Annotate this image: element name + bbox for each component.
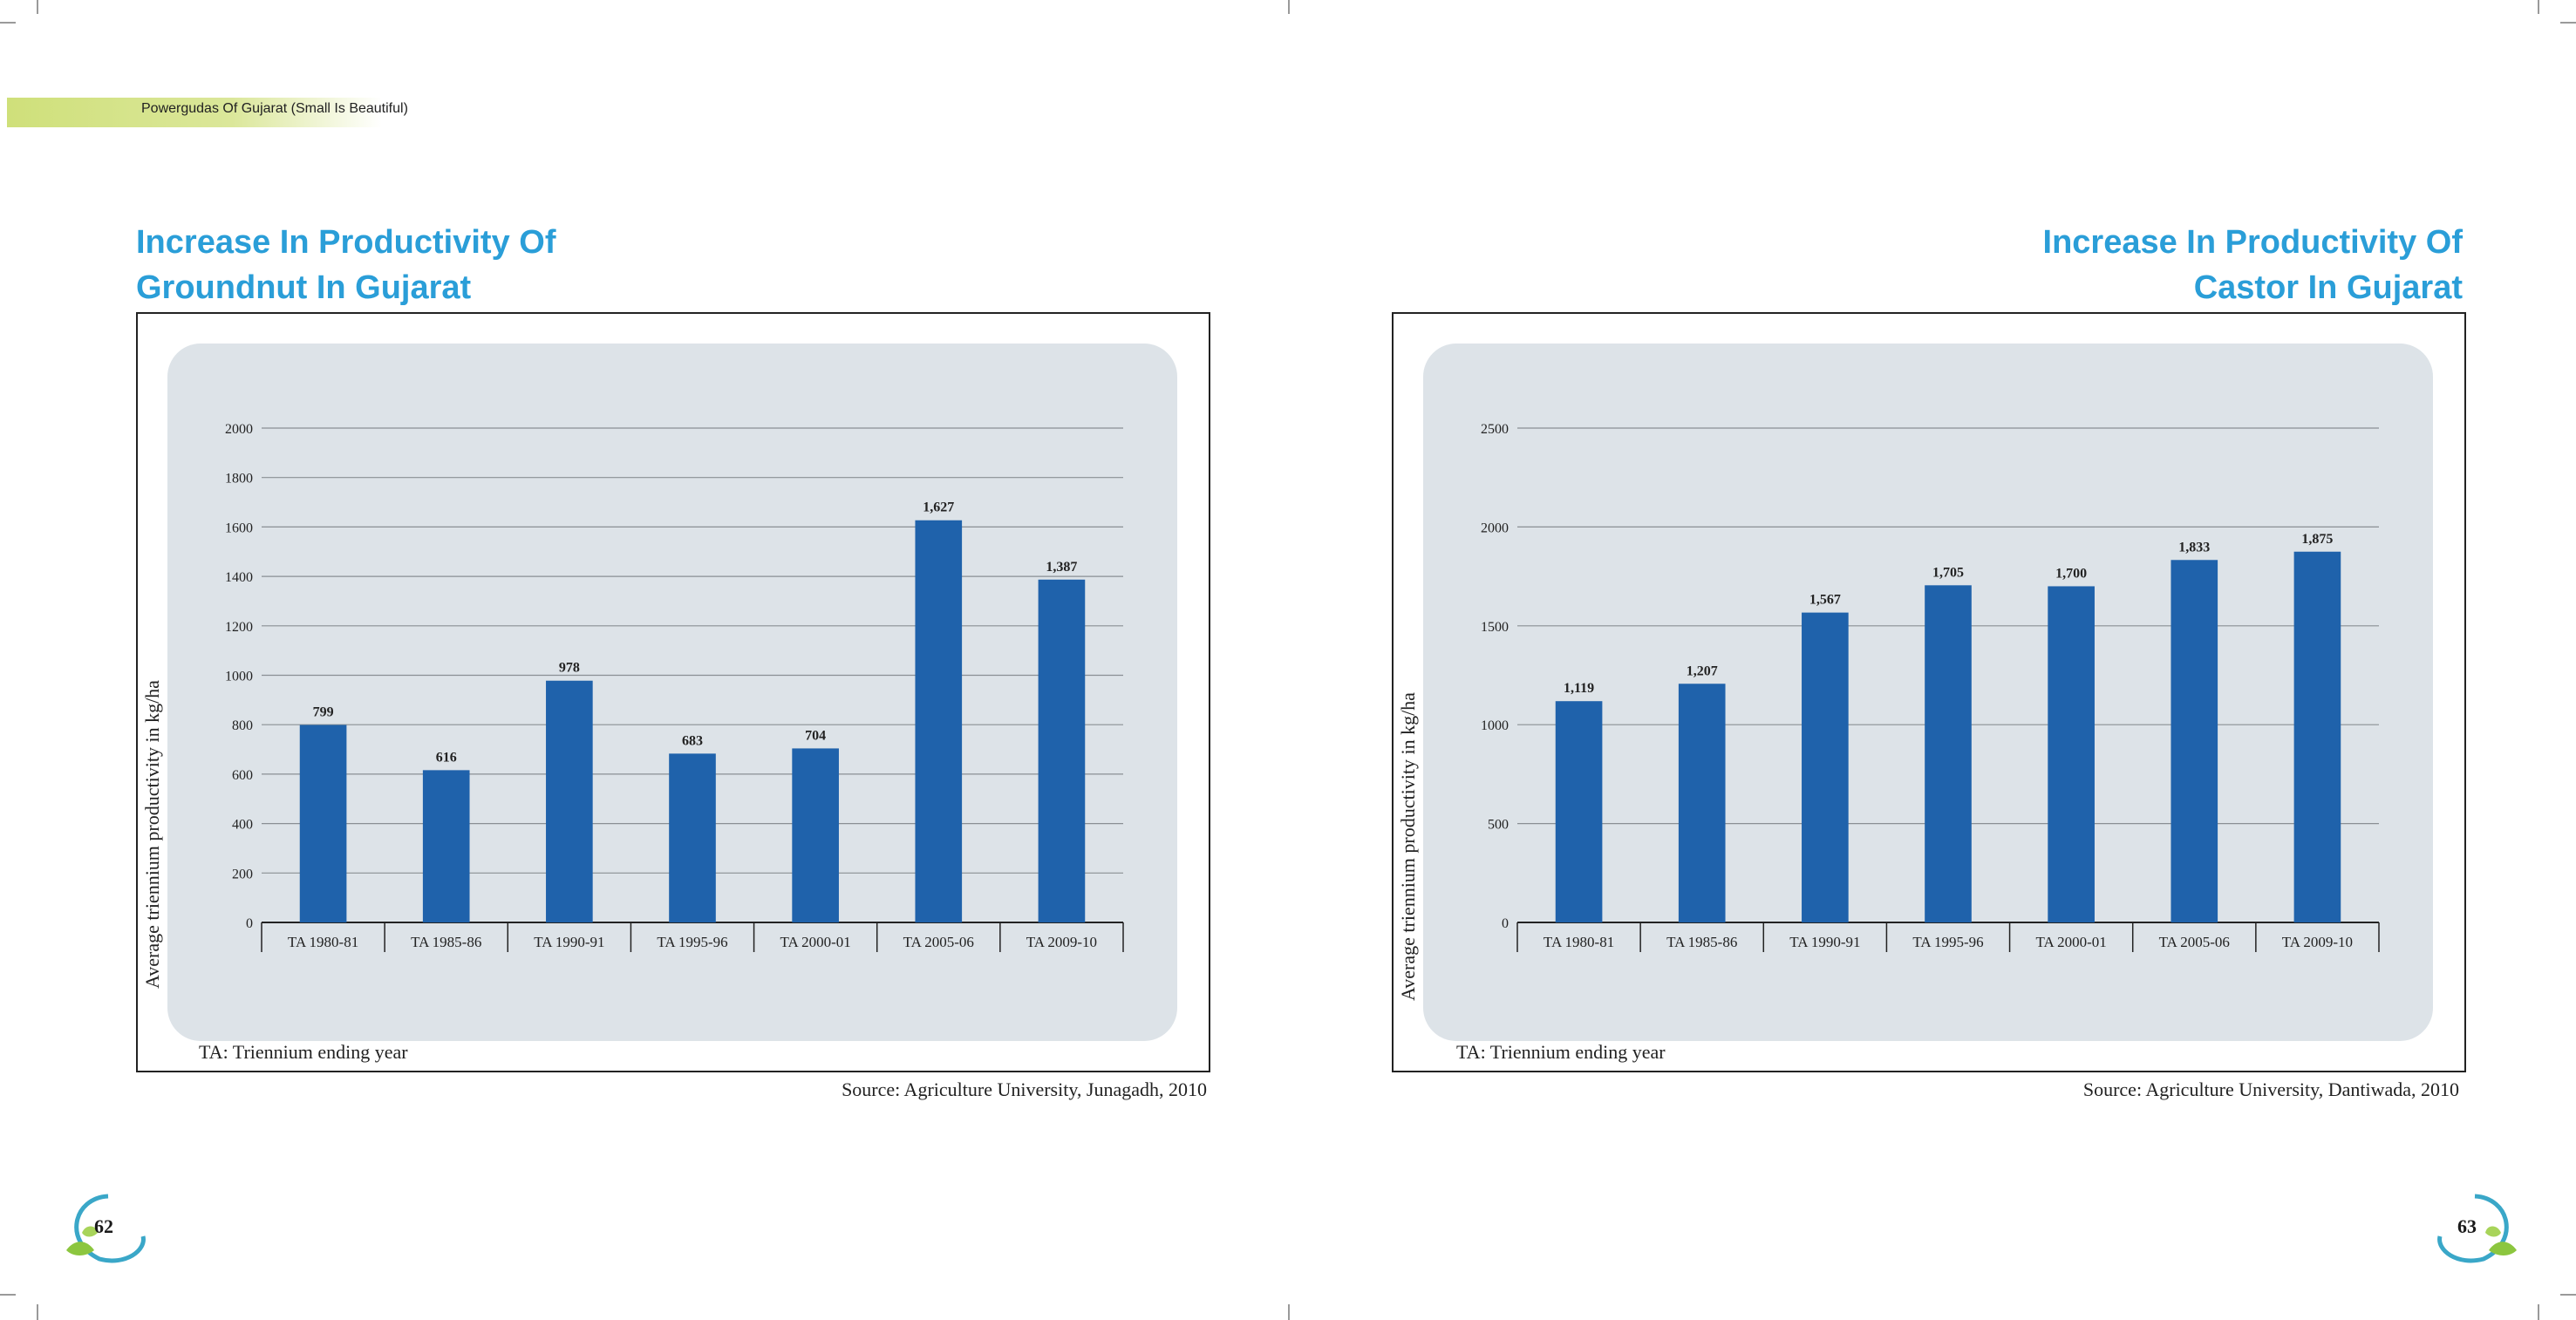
crop-mark: [2538, 0, 2539, 14]
y-tick-label: 500: [1488, 818, 1509, 833]
bar: [792, 748, 839, 922]
y-tick-label: 2500: [1481, 422, 1509, 437]
running-header: Powergudas Of Gujarat (Small Is Beautifu…: [141, 101, 408, 116]
bar: [1802, 612, 1849, 922]
right-chart-source: Source: Agriculture University, Dantiwad…: [2082, 1078, 2459, 1100]
x-tick-label: TA 2009-10: [2282, 934, 2353, 950]
left-chart-source: Source: Agriculture University, Junagadh…: [842, 1078, 1207, 1100]
data-label: 1,567: [1809, 593, 1841, 608]
y-tick-label: 200: [232, 867, 253, 881]
bar: [1925, 585, 1972, 922]
x-tick-label: TA 2009-10: [1026, 934, 1097, 950]
crop-mark: [2560, 1294, 2576, 1296]
y-tick-label: 1000: [1481, 718, 1509, 733]
x-tick-label: TA 1985-86: [411, 934, 481, 950]
x-tick-label: TA 1990-91: [534, 934, 604, 950]
bar: [669, 753, 716, 922]
bar: [1038, 579, 1086, 922]
bar: [2293, 551, 2341, 922]
data-label: 1,627: [923, 500, 954, 515]
crop-mark: [37, 1304, 38, 1320]
x-tick-label: TA 1995-96: [657, 934, 727, 950]
data-label: 1,700: [2055, 566, 2087, 581]
left-chart-note: TA: Triennium ending year: [199, 1041, 408, 1063]
x-tick-label: TA 2005-06: [903, 934, 974, 950]
right-title-line-2: Castor In Gujarat: [2193, 269, 2463, 306]
right-y-axis-label: Average triennium productivity in kg/ha: [1397, 692, 1419, 1001]
data-label: 683: [682, 733, 703, 748]
left-title-line-2: Groundnut In Gujarat: [136, 269, 472, 306]
right-page-title: Increase In Productivity Of Castor In Gu…: [1678, 220, 2463, 310]
crop-mark: [0, 22, 16, 24]
crop-mark: [2538, 1304, 2539, 1320]
header-band: [7, 98, 382, 127]
y-tick-label: 0: [246, 916, 253, 931]
y-tick-label: 800: [232, 718, 253, 733]
data-label: 1,705: [1932, 565, 1964, 580]
crop-mark: [0, 1294, 16, 1296]
y-tick-label: 0: [1502, 916, 1509, 931]
data-label: 1,387: [1046, 560, 1077, 575]
crop-mark: [37, 0, 38, 14]
y-tick-label: 1400: [225, 570, 253, 585]
y-tick-label: 2000: [225, 422, 253, 437]
x-tick-label: TA 2005-06: [2159, 934, 2230, 950]
x-tick-label: TA 1985-86: [1666, 934, 1737, 950]
left-chart-panel: [167, 344, 1177, 1041]
leaf-swirl-icon: [2437, 1194, 2517, 1263]
y-tick-label: 1200: [225, 620, 253, 635]
y-tick-label: 2000: [1481, 521, 1509, 535]
y-tick-label: 400: [232, 818, 253, 833]
bar: [546, 680, 593, 922]
bar: [2048, 586, 2095, 922]
y-tick-label: 1600: [225, 521, 253, 535]
bar: [299, 725, 347, 922]
data-label: 616: [436, 750, 457, 765]
data-label: 1,833: [2178, 540, 2210, 555]
y-tick-label: 600: [232, 768, 253, 783]
bar: [915, 520, 963, 922]
right-title-line-1: Increase In Productivity Of: [2042, 224, 2463, 261]
bar: [422, 770, 470, 922]
data-label: 1,207: [1687, 663, 1718, 678]
bar: [2171, 560, 2218, 922]
y-tick-label: 1800: [225, 472, 253, 486]
y-tick-label: 1000: [225, 670, 253, 684]
left-title-line-1: Increase In Productivity Of: [136, 224, 556, 261]
right-page-number: 63: [2457, 1215, 2477, 1237]
data-label: 799: [313, 704, 334, 719]
left-page-title: Increase In Productivity Of Groundnut In…: [136, 220, 921, 310]
x-tick-label: TA 1995-96: [1912, 934, 1983, 950]
x-tick-label: TA 1980-81: [288, 934, 358, 950]
data-label: 1,119: [1564, 681, 1594, 696]
x-tick-label: TA 2000-01: [780, 934, 851, 950]
crop-mark: [1288, 1304, 1290, 1320]
leaf-swirl-icon: [66, 1194, 146, 1263]
right-chart-note: TA: Triennium ending year: [1456, 1041, 1666, 1063]
left-page-number: 62: [94, 1215, 113, 1237]
data-label: 978: [559, 661, 580, 676]
crop-mark: [2560, 22, 2576, 24]
x-tick-label: TA 2000-01: [2036, 934, 2107, 950]
bar: [1555, 701, 1603, 922]
data-label: 704: [805, 728, 826, 743]
bar: [1678, 684, 1726, 922]
x-tick-label: TA 1990-91: [1789, 934, 1860, 950]
x-tick-label: TA 1980-81: [1544, 934, 1614, 950]
data-label: 1,875: [2301, 532, 2333, 547]
y-tick-label: 1500: [1481, 620, 1509, 635]
crop-mark: [1288, 0, 1290, 14]
